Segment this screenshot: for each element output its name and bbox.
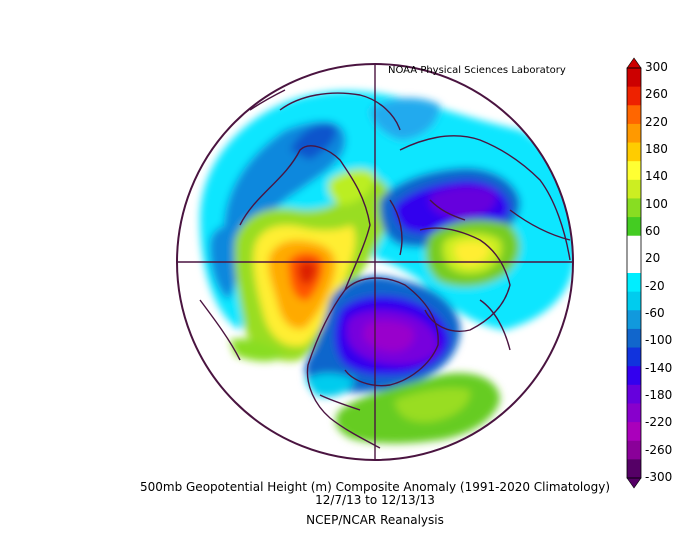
colorbar-swatch: [627, 105, 641, 125]
colorbar: [626, 57, 642, 489]
colorbar-swatch: [627, 422, 641, 442]
colorbar-swatch: [627, 217, 641, 237]
colorbar-swatch: [627, 403, 641, 423]
colorbar-swatch: [627, 198, 641, 218]
colorbar-tick-label: 100: [645, 196, 668, 211]
colorbar-swatch: [627, 68, 641, 88]
colorbar-tick-label: 20: [645, 251, 661, 266]
colorbar-tick-label: 300: [645, 60, 668, 74]
colorbar-swatch: [627, 161, 641, 181]
colorbar-swatch: [627, 347, 641, 367]
map-title: 500mb Geopotential Height (m) Composite …: [139, 480, 610, 494]
colorbar-swatch: [627, 328, 641, 349]
colorbar-swatch: [627, 86, 641, 106]
colorbar-tick-label: -260: [645, 442, 673, 457]
colorbar-swatch: [627, 440, 641, 460]
colorbar-tick-label: 180: [645, 142, 668, 156]
colorbar-tick-label: 260: [645, 87, 668, 102]
colorbar-tick-label: -60: [645, 306, 665, 320]
colorbar-swatch: [627, 273, 641, 293]
colorbar-tick-label: -180: [645, 388, 673, 402]
colorbar-swatch: [627, 123, 641, 144]
colorbar-tick-label: -300: [645, 470, 673, 484]
colorbar-max-arrow: [626, 57, 642, 69]
credit-label: NOAA Physical Sciences Laboratory: [388, 65, 566, 76]
colorbar-swatch: [627, 310, 641, 330]
colorbar-swatch: [627, 235, 641, 255]
colorbar-swatch: [627, 179, 641, 199]
colorbar-frame: [626, 67, 642, 479]
date-range: 12/7/13 to 12/13/13: [315, 493, 435, 507]
colorbar-swatch: [627, 291, 641, 311]
colorbar-tick-label: 140: [645, 169, 668, 184]
colorbar-tick-label: 60: [645, 224, 661, 238]
colorbar-swatch: [627, 142, 641, 162]
colorbar-swatch: [627, 459, 641, 479]
colorbar-swatch: [627, 254, 641, 274]
colorbar-tick-label: -140: [645, 360, 673, 375]
colorbar-swatch: [627, 384, 641, 404]
colorbar-tick-label: 220: [645, 114, 668, 129]
map-overlay: [176, 63, 574, 461]
data-source: NCEP/NCAR Reanalysis: [306, 513, 444, 527]
colorbar-swatch: [627, 366, 641, 386]
colorbar-tick-label: -220: [645, 415, 673, 430]
colorbar-tick-label: -20: [645, 278, 665, 293]
colorbar-tick-label: -100: [645, 333, 673, 348]
